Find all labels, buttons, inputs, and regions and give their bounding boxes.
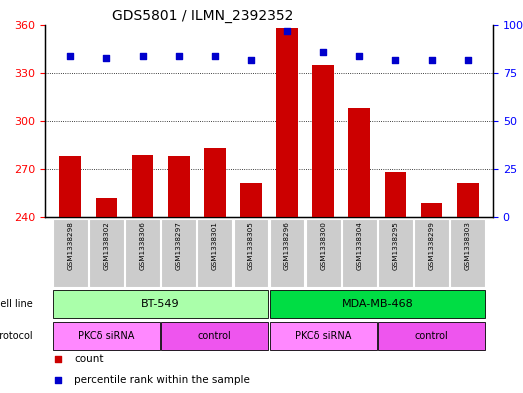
Bar [60,156,81,217]
Text: PKCδ siRNA: PKCδ siRNA [295,331,351,341]
Text: GSM1338301: GSM1338301 [212,221,218,270]
Text: GSM1338296: GSM1338296 [284,221,290,270]
Bar [276,28,298,217]
Text: GSM1338303: GSM1338303 [465,221,471,270]
Text: GSM1338299: GSM1338299 [428,221,435,270]
Bar [450,219,485,287]
Bar [204,148,225,217]
Bar [125,219,160,287]
Text: GSM1338305: GSM1338305 [248,221,254,270]
Bar [420,203,442,217]
Point [427,57,436,63]
Text: control: control [415,331,448,341]
Text: GSM1338300: GSM1338300 [320,221,326,270]
Point [102,55,110,61]
Point [139,53,147,59]
Text: control: control [198,331,232,341]
Bar [270,219,304,287]
Bar [378,219,413,287]
Bar [53,290,268,318]
Text: GSM1338304: GSM1338304 [356,221,362,270]
Text: percentile rank within the sample: percentile rank within the sample [74,375,250,385]
Bar [168,156,189,217]
Point [211,53,219,59]
Text: GSM1338297: GSM1338297 [176,221,181,270]
Bar [270,290,485,318]
Bar [348,108,370,217]
Point [54,377,63,384]
Point [175,53,183,59]
Bar [384,172,406,217]
Text: protocol: protocol [0,331,32,341]
Text: GSM1338306: GSM1338306 [140,221,145,270]
Text: GSM1338298: GSM1338298 [67,221,73,270]
Text: GDS5801 / ILMN_2392352: GDS5801 / ILMN_2392352 [112,9,293,22]
Text: BT-549: BT-549 [141,299,180,309]
Bar [53,322,160,350]
Bar [342,219,377,287]
Bar [306,219,340,287]
Bar [198,219,232,287]
Bar [312,65,334,217]
Bar [234,219,268,287]
Text: count: count [74,354,104,364]
Bar [53,219,88,287]
Bar [378,322,485,350]
Point [319,49,327,55]
Bar [96,198,117,217]
Text: GSM1338295: GSM1338295 [392,221,399,270]
Point [247,57,255,63]
Bar [89,219,124,287]
Bar [132,154,153,217]
Point [463,57,472,63]
Text: MDA-MB-468: MDA-MB-468 [342,299,413,309]
Point [391,57,400,63]
Bar [270,322,377,350]
Point [355,53,363,59]
Text: PKCδ siRNA: PKCδ siRNA [78,331,134,341]
Bar [240,184,262,217]
Text: GSM1338302: GSM1338302 [104,221,109,270]
Bar [161,219,196,287]
Point [54,356,63,362]
Bar [414,219,449,287]
Point [283,28,291,34]
Text: cell line: cell line [0,299,32,309]
Bar [161,322,268,350]
Point [66,53,74,59]
Bar [457,184,479,217]
